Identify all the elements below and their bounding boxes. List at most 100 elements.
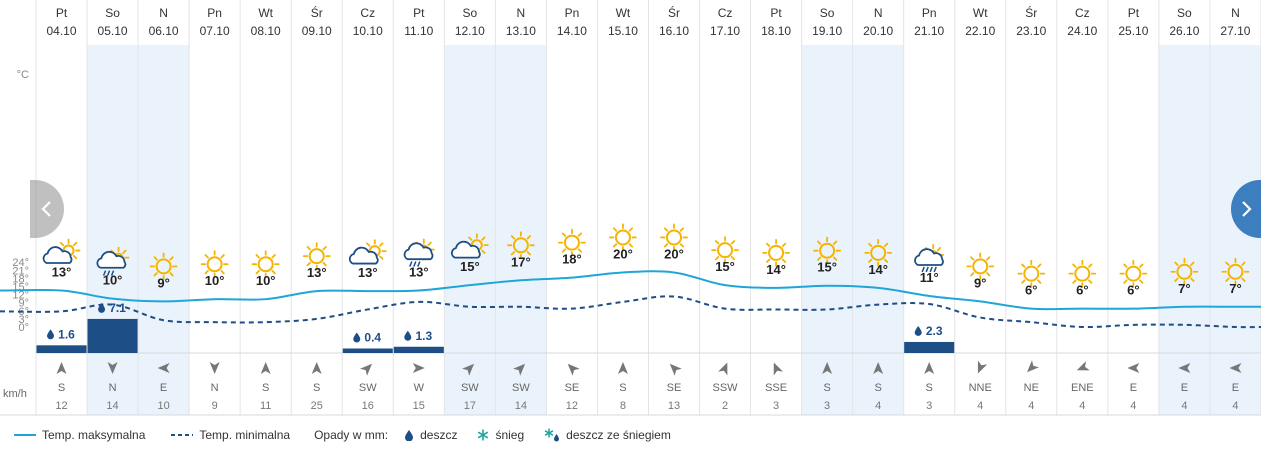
- raindrop-icon: [98, 302, 106, 313]
- wind-speed-label: 17: [464, 400, 476, 412]
- wind-speed-label: 4: [1181, 400, 1187, 412]
- wind-direction-label: N: [211, 382, 219, 394]
- day-name-label: N: [874, 6, 883, 20]
- day-name-label: Cz: [718, 6, 733, 20]
- max-temp-line: [0, 270, 1261, 311]
- day-date-label: 11.10: [404, 24, 433, 38]
- sun-ray: [986, 256, 991, 261]
- wind-direction-label: E: [1232, 382, 1239, 394]
- sun-disc: [1074, 265, 1091, 282]
- wind-arrow-icon: [311, 362, 322, 374]
- sun-disc: [768, 244, 785, 261]
- day-name-label: Wt: [258, 6, 273, 20]
- y-tick-label: 0°: [18, 322, 29, 334]
- sun-icon: [200, 250, 229, 279]
- day-name-label: Śr: [668, 5, 680, 20]
- sun-ray: [379, 255, 384, 260]
- day-name-label: N: [1231, 6, 1240, 20]
- wind-speed-label: 3: [773, 400, 779, 412]
- wind-direction-label: E: [160, 382, 167, 394]
- y-tick-label: 3°: [18, 314, 29, 326]
- y-tick-label: 12°: [12, 290, 29, 302]
- wind-direction-label: S: [823, 382, 830, 394]
- sun-ray: [1241, 277, 1246, 282]
- legend-sleet-label: deszcz ze śniegiem: [566, 428, 671, 442]
- sun-icon: [1170, 257, 1199, 286]
- sun-icon: [609, 223, 637, 252]
- weekend-column: [138, 45, 190, 415]
- sun-icon: [149, 252, 178, 281]
- sun-ray: [427, 241, 432, 246]
- cloud-rain-icon: [96, 246, 130, 276]
- precip-value-label: 2.3: [926, 324, 943, 338]
- day-name-label: Śr: [1025, 5, 1037, 20]
- temp-value-label: 7°: [1178, 281, 1190, 296]
- chart-legend: Temp. maksymalna Temp. minimalna Opady w…: [0, 421, 1261, 449]
- temp-value-label: 18°: [562, 252, 582, 267]
- temp-value-label: 14°: [766, 262, 786, 277]
- sun-ray: [153, 256, 158, 261]
- wind-speed-label: 4: [1028, 400, 1034, 412]
- temp-value-label: 20°: [664, 246, 684, 261]
- day-name-label: Pt: [1128, 6, 1140, 20]
- temp-value-label: 7°: [1229, 281, 1241, 296]
- day-date-label: 16.10: [659, 24, 689, 38]
- sun-disc: [308, 248, 325, 265]
- temp-value-label: 15°: [460, 259, 480, 274]
- day-name-label: So: [105, 6, 120, 20]
- legend-snow-label: śnieg: [495, 428, 525, 442]
- wind-speed-label: 13: [668, 400, 680, 412]
- day-date-label: 12.10: [455, 24, 485, 38]
- sun-disc: [717, 242, 734, 259]
- day-name-label: Pn: [922, 6, 937, 20]
- sun-ray: [220, 254, 225, 259]
- legend-precip-title: Opady w mm:: [314, 428, 388, 442]
- temp-value-label: 20°: [613, 246, 633, 261]
- wind-direction-label: SW: [359, 382, 377, 394]
- day-date-label: 27.10: [1220, 24, 1250, 38]
- precip-value-label: 7.1: [109, 301, 126, 315]
- day-date-label: 17.10: [710, 24, 740, 38]
- sun-icon: [1017, 259, 1046, 288]
- wind-arrow-icon: [260, 362, 271, 374]
- wind-arrow-icon: [567, 363, 580, 376]
- sun-ray: [468, 236, 473, 241]
- sun-ray: [1225, 277, 1230, 282]
- sun-ray: [883, 242, 889, 248]
- wind-direction-label: N: [109, 382, 117, 394]
- sun-ray: [322, 261, 327, 267]
- cloud-shape: [42, 246, 73, 264]
- temp-value-label: 6°: [1127, 283, 1139, 298]
- wind-arrow-icon: [977, 360, 988, 374]
- sun-ray: [679, 243, 685, 248]
- sun-ray: [577, 232, 583, 237]
- sun-ray: [986, 272, 991, 277]
- sun-ray: [1123, 279, 1128, 284]
- wind-row: km/h S12N14E10N9S11S25SW16W15SW17SW14SE12…: [3, 360, 1242, 412]
- legend-snow: śnieg: [477, 428, 524, 442]
- sun-ray: [970, 272, 975, 277]
- sun-ray: [1021, 279, 1026, 284]
- wind-direction-label: S: [262, 382, 269, 394]
- temp-value-label: 6°: [1025, 283, 1037, 298]
- sun-icon: [609, 223, 637, 252]
- sun-ray: [220, 270, 225, 275]
- temp-value-label: 13°: [52, 265, 72, 280]
- precip-bar: [904, 341, 955, 353]
- legend-min-temp: Temp. minimalna: [171, 428, 290, 442]
- day-name-label: So: [462, 6, 477, 20]
- sun-ray: [153, 272, 158, 277]
- sun-ray: [1037, 263, 1042, 268]
- wind-arrow-icon: [617, 362, 628, 374]
- sun-icon: [762, 238, 790, 267]
- wind-direction-label: SW: [512, 382, 530, 394]
- sun-disc: [972, 258, 989, 275]
- raindrop-icon: [47, 329, 55, 340]
- wind-speed-label: 3: [926, 400, 932, 412]
- sun-disc: [512, 237, 529, 254]
- sun-icon: [660, 223, 688, 252]
- sun-icon: [1119, 259, 1148, 288]
- sun-icon: [506, 231, 535, 260]
- sun-icon: [864, 238, 893, 267]
- sun-ray: [1174, 261, 1179, 266]
